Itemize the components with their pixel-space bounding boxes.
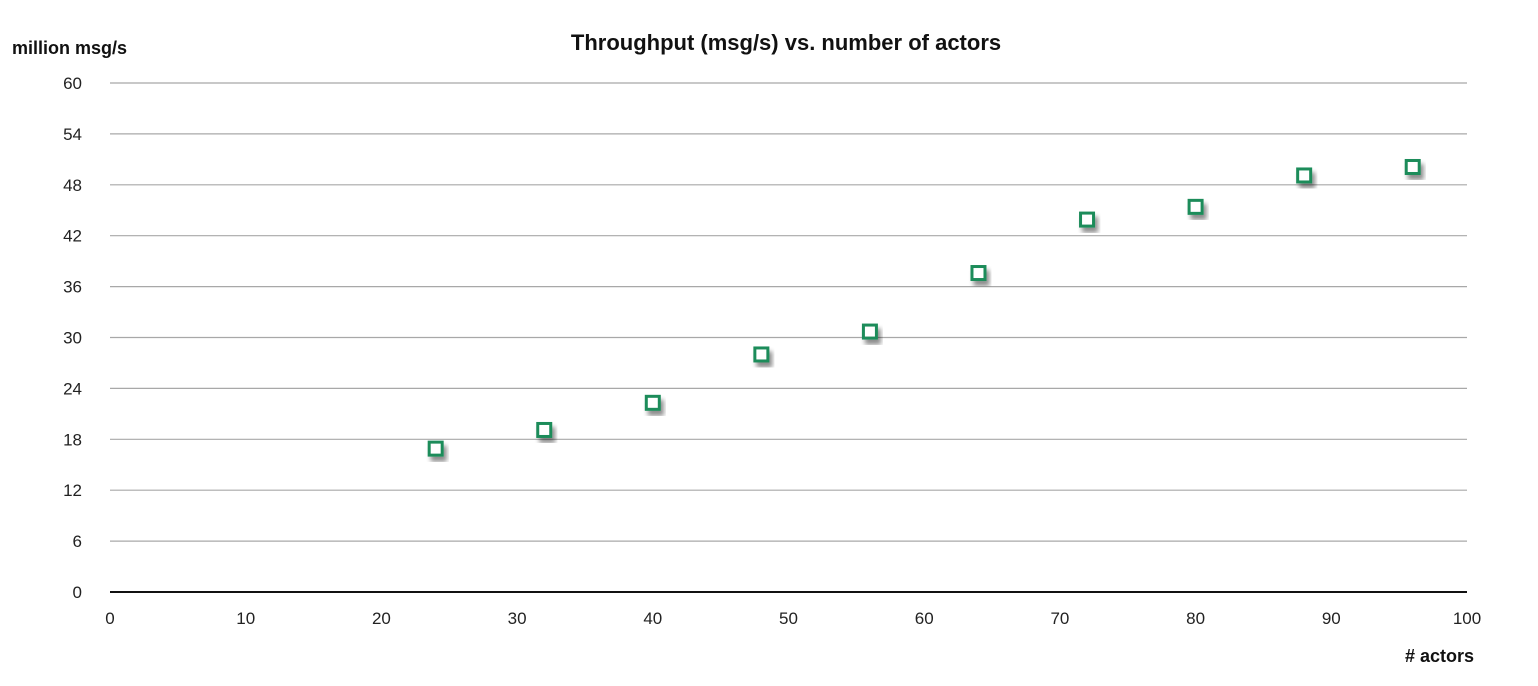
x-tick-label: 60 [915, 609, 934, 628]
y-tick-label: 36 [63, 278, 82, 297]
x-tick-label: 90 [1322, 609, 1341, 628]
y-tick-label: 24 [63, 379, 82, 398]
data-point [1187, 198, 1204, 215]
x-tick-label: 30 [508, 609, 527, 628]
data-point [644, 394, 661, 411]
x-tick-label: 50 [779, 609, 798, 628]
data-point [753, 346, 770, 363]
y-tick-labels: 0 6 12 18 24 30 36 42 48 54 60 [63, 74, 82, 602]
x-tick-label: 70 [1050, 609, 1069, 628]
x-tick-label: 0 [105, 609, 114, 628]
x-tick-labels: 0 10 20 30 40 50 60 70 80 90 100 [105, 609, 1481, 628]
data-point [970, 265, 987, 282]
data-point [861, 323, 878, 340]
x-tick-label: 80 [1186, 609, 1205, 628]
chart-title: Throughput (msg/s) vs. number of actors [571, 30, 1001, 55]
gridlines [110, 82, 1467, 542]
y-tick-label: 60 [63, 74, 82, 93]
y-tick-label: 12 [63, 481, 82, 500]
data-point [1404, 158, 1421, 175]
data-point [427, 440, 444, 457]
x-tick-label: 20 [372, 609, 391, 628]
x-tick-label: 10 [236, 609, 255, 628]
data-points [427, 158, 1421, 457]
x-tick-label: 100 [1453, 609, 1481, 628]
data-point [536, 421, 553, 438]
x-tick-label: 40 [643, 609, 662, 628]
y-tick-label: 30 [63, 329, 82, 348]
y-tick-label: 54 [63, 125, 82, 144]
y-axis-label: million msg/s [12, 38, 127, 58]
data-point [1296, 167, 1313, 184]
x-axis-label: # actors [1405, 646, 1474, 666]
y-tick-label: 6 [73, 532, 82, 551]
y-tick-label: 0 [73, 583, 82, 602]
data-point [1079, 211, 1096, 228]
y-tick-label: 18 [63, 430, 82, 449]
y-tick-label: 42 [63, 227, 82, 246]
y-tick-label: 48 [63, 176, 82, 195]
